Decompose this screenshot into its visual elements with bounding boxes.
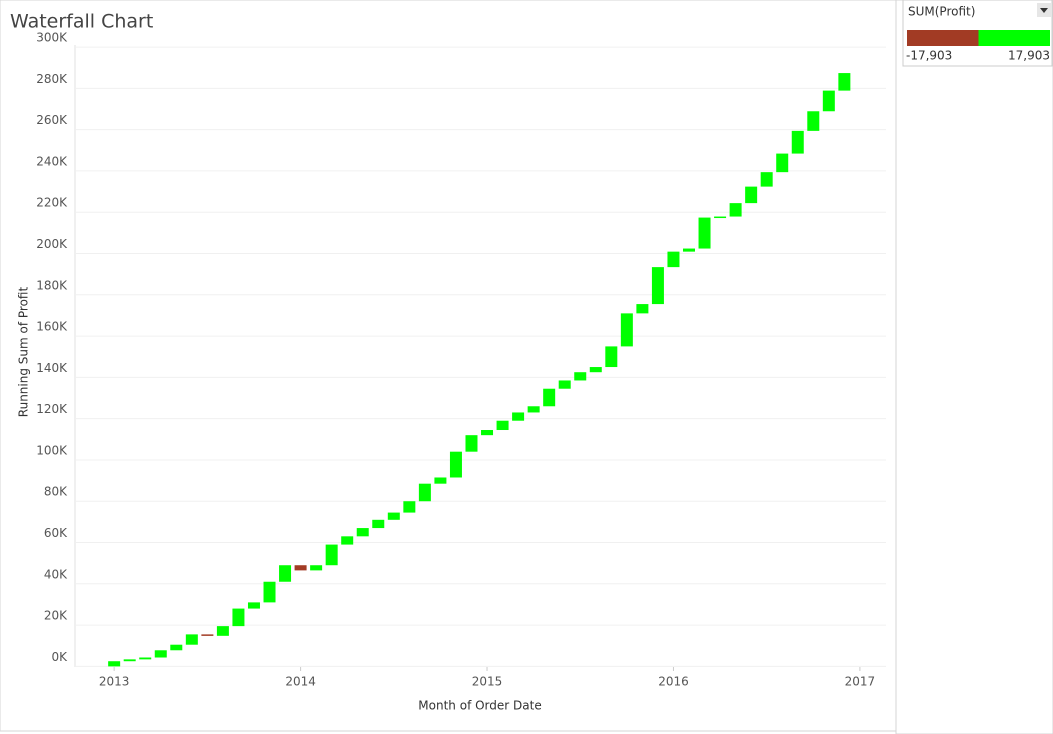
waterfall-bar xyxy=(481,430,494,436)
waterfall-bar xyxy=(232,608,245,627)
y-tick-label: 140K xyxy=(36,361,68,375)
waterfall-bar xyxy=(822,90,835,112)
y-tick-label: 0K xyxy=(51,650,68,664)
waterfall-bar xyxy=(496,420,509,431)
waterfall-bar xyxy=(294,565,307,571)
waterfall-bar xyxy=(247,602,260,609)
waterfall-bar xyxy=(465,435,478,452)
y-tick-label: 260K xyxy=(36,113,68,127)
waterfall-bar xyxy=(449,451,462,478)
waterfall-bar xyxy=(263,581,276,603)
y-tick-label: 180K xyxy=(36,278,68,292)
legend-min-label: -17,903 xyxy=(906,49,952,63)
waterfall-bar xyxy=(807,111,820,131)
y-tick-label: 280K xyxy=(36,72,68,86)
waterfall-bar xyxy=(558,380,571,389)
waterfall-bar xyxy=(170,644,183,651)
waterfall-bar xyxy=(729,203,742,217)
x-axis-title: Month of Order Date xyxy=(418,699,541,713)
waterfall-bar xyxy=(341,536,354,545)
waterfall-bar xyxy=(434,477,447,484)
legend-max-label: 17,903 xyxy=(1008,49,1050,63)
y-tick-label: 60K xyxy=(44,526,68,540)
y-tick-label: 100K xyxy=(36,443,68,457)
waterfall-bar xyxy=(791,130,804,154)
y-tick-label: 300K xyxy=(36,31,68,45)
waterfall-bar xyxy=(651,267,664,305)
waterfall-bar xyxy=(667,251,680,268)
legend-title: SUM(Profit) xyxy=(908,5,975,19)
y-tick-label: 220K xyxy=(36,196,68,210)
waterfall-bar xyxy=(123,659,136,662)
legend-menu-icon xyxy=(1040,8,1048,13)
y-tick-label: 200K xyxy=(36,237,68,251)
waterfall-bar xyxy=(745,186,758,204)
waterfall-bar xyxy=(216,626,229,636)
waterfall-bar xyxy=(201,634,214,636)
legend-positive xyxy=(978,30,1050,46)
waterfall-bar xyxy=(714,216,727,219)
y-tick-label: 240K xyxy=(36,154,68,168)
waterfall-bar xyxy=(760,172,773,187)
waterfall-bar xyxy=(325,544,338,566)
waterfall-bar xyxy=(543,388,556,407)
waterfall-bar xyxy=(139,657,152,660)
y-tick-label: 40K xyxy=(44,567,68,581)
y-tick-label: 20K xyxy=(44,609,68,623)
waterfall-bar xyxy=(108,661,121,667)
waterfall-bar xyxy=(682,248,695,252)
waterfall-bar xyxy=(527,406,540,413)
waterfall-bar xyxy=(574,372,587,381)
chart-title: Waterfall Chart xyxy=(10,11,153,33)
waterfall-bar xyxy=(403,501,416,513)
y-tick-label: 160K xyxy=(36,320,68,334)
waterfall-bar xyxy=(776,153,789,173)
x-tick-label: 2014 xyxy=(285,675,316,689)
waterfall-bar xyxy=(356,528,369,537)
waterfall-bar xyxy=(589,367,602,373)
x-tick-label: 2016 xyxy=(658,675,689,689)
waterfall-bar xyxy=(605,346,618,368)
y-tick-label: 80K xyxy=(44,485,68,499)
y-axis-title: Running Sum of Profit xyxy=(17,287,31,418)
waterfall-bar xyxy=(418,483,431,502)
x-tick-label: 2013 xyxy=(99,675,130,689)
waterfall-bar xyxy=(620,313,633,347)
waterfall-bar xyxy=(310,565,323,571)
sheet-frame xyxy=(0,0,897,732)
x-tick-label: 2015 xyxy=(472,675,503,689)
waterfall-bar xyxy=(185,634,198,645)
waterfall-bar xyxy=(279,565,292,582)
waterfall-bar xyxy=(154,650,167,658)
waterfall-bar xyxy=(372,519,385,529)
waterfall-bar xyxy=(512,412,525,421)
legend-negative xyxy=(907,30,979,46)
waterfall-bar xyxy=(636,304,649,314)
waterfall-bar xyxy=(387,512,400,520)
waterfall-bar xyxy=(838,73,851,91)
x-tick-label: 2017 xyxy=(845,675,876,689)
y-tick-label: 120K xyxy=(36,402,68,416)
waterfall-bar xyxy=(698,217,711,249)
side-panel xyxy=(895,0,1053,734)
